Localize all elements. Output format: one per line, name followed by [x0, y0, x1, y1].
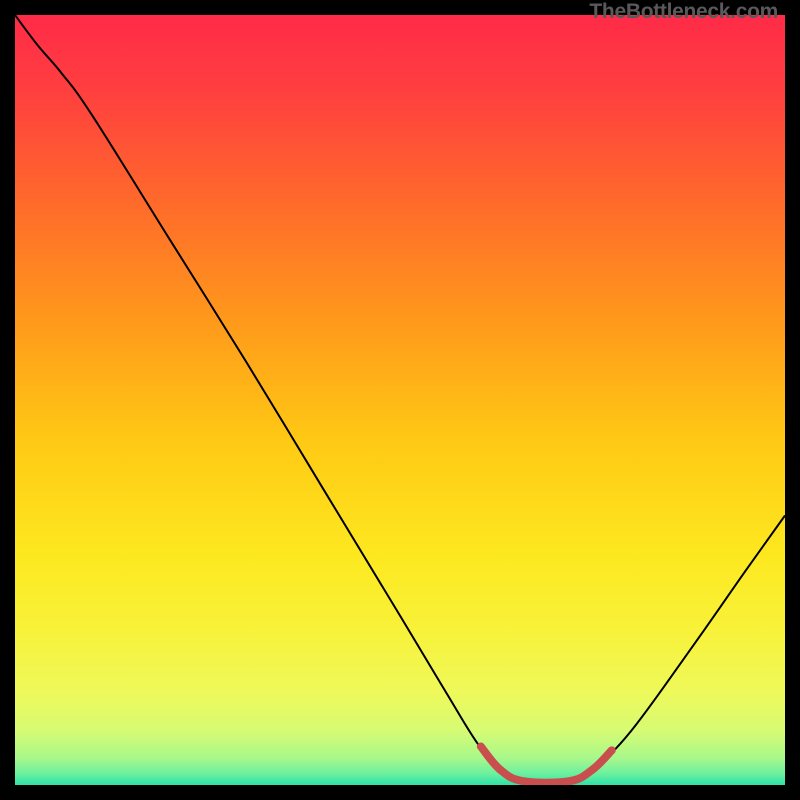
plot-area	[15, 15, 785, 785]
gradient-background	[15, 15, 785, 785]
watermark-text: TheBottleneck.com	[589, 0, 778, 24]
chart-container: TheBottleneck.com	[0, 0, 800, 800]
gradient-line-chart	[15, 15, 785, 785]
